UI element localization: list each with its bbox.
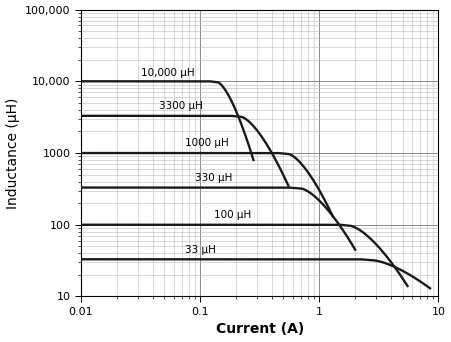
- Text: 33 μH: 33 μH: [185, 245, 216, 255]
- Text: 100 μH: 100 μH: [214, 210, 251, 220]
- Text: 10,000 μH: 10,000 μH: [141, 68, 195, 78]
- X-axis label: Current (A): Current (A): [216, 323, 304, 337]
- Text: 1000 μH: 1000 μH: [185, 138, 229, 148]
- Text: 3300 μH: 3300 μH: [159, 101, 203, 111]
- Text: 330 μH: 330 μH: [195, 173, 232, 183]
- Y-axis label: Inductance (μH): Inductance (μH): [5, 97, 19, 209]
